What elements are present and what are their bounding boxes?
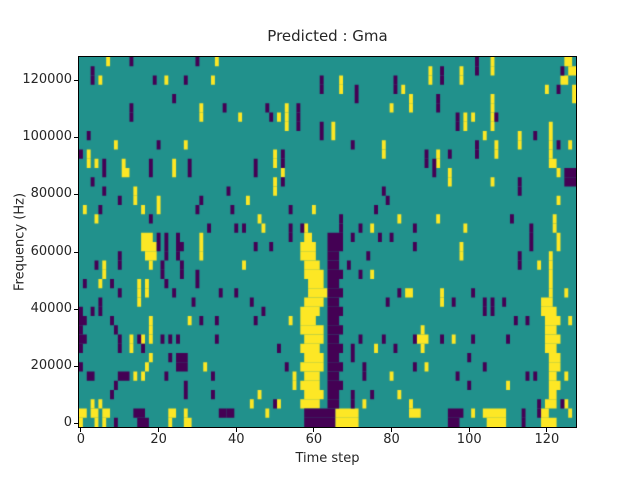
y-tick-mark bbox=[74, 194, 78, 196]
x-tick-label: 0 bbox=[76, 432, 86, 447]
x-tick-label: 100 bbox=[456, 432, 482, 447]
x-tick-mark bbox=[80, 428, 82, 432]
x-tick-label: 40 bbox=[227, 432, 245, 447]
y-tick-mark bbox=[74, 423, 78, 424]
y-tick-label: 60000 bbox=[30, 243, 72, 259]
x-tick-mark bbox=[235, 428, 237, 432]
y-tick-label: 0 bbox=[63, 415, 72, 430]
y-tick-label: 40000 bbox=[30, 300, 72, 316]
y-tick-label: 80000 bbox=[30, 186, 72, 202]
heatmap-canvas bbox=[79, 57, 576, 427]
x-tick-mark bbox=[546, 428, 548, 432]
page-title: Predicted : Gma bbox=[267, 27, 388, 45]
x-tick-label: 60 bbox=[305, 432, 323, 447]
y-axis-label: Frequency (Hz) bbox=[12, 192, 28, 292]
x-axis-label: Time step bbox=[295, 451, 360, 466]
y-tick-mark bbox=[74, 251, 78, 253]
y-tick-mark bbox=[74, 80, 78, 82]
x-tick-label: 120 bbox=[534, 432, 560, 447]
y-tick-label: 20000 bbox=[30, 357, 72, 373]
x-tick-mark bbox=[158, 428, 160, 432]
y-tick-label: 100000 bbox=[22, 129, 72, 145]
y-tick-mark bbox=[74, 365, 78, 367]
x-tick-mark bbox=[313, 428, 315, 432]
y-tick-label: 120000 bbox=[22, 72, 72, 88]
y-tick-mark bbox=[74, 308, 78, 310]
x-tick-mark bbox=[391, 428, 393, 432]
x-tick-label: 80 bbox=[383, 432, 400, 447]
x-tick-label: 20 bbox=[150, 432, 167, 447]
y-tick-mark bbox=[74, 137, 78, 139]
x-tick-mark bbox=[468, 428, 470, 432]
